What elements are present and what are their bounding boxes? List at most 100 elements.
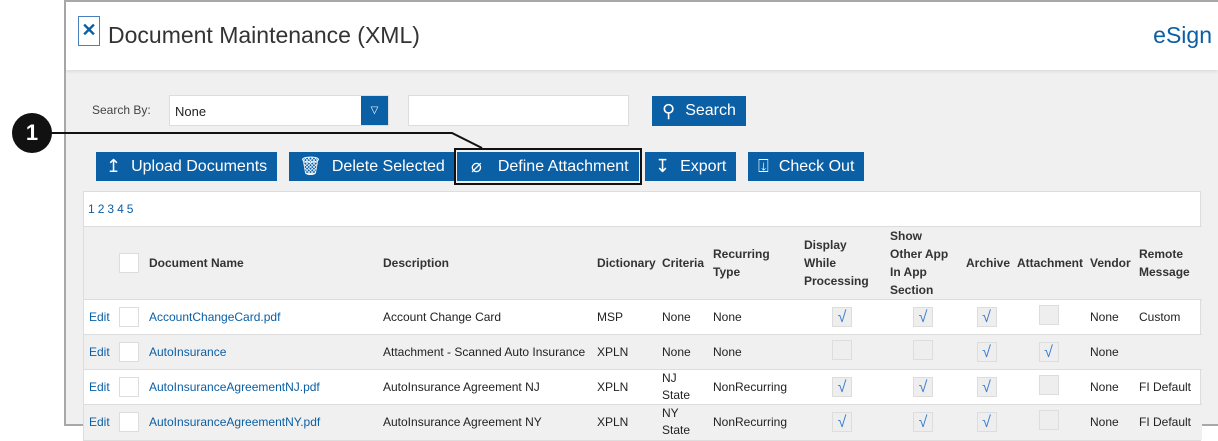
search-button[interactable]: ⚲ Search (652, 96, 746, 126)
recurring-type: NonRecurring (708, 369, 799, 405)
attach-checkbox (1038, 304, 1059, 325)
recurring-type: None (708, 334, 799, 370)
edit-link[interactable]: Edit (89, 379, 110, 394)
column-header: Vendor (1085, 226, 1134, 300)
show-checkbox: √ (913, 412, 933, 433)
vendor: None (1085, 299, 1134, 335)
column-header: Archive (961, 226, 1012, 300)
document-name-link[interactable]: AutoInsuranceAgreementNJ.pdf (149, 379, 320, 394)
criteria: NJ State (657, 369, 708, 405)
dictionary: MSP (592, 299, 657, 335)
row-select-checkbox[interactable] (119, 307, 139, 327)
search-by-label: Search By: (92, 103, 151, 117)
display-checkbox: √ (832, 412, 852, 433)
search-input[interactable] (408, 95, 629, 126)
page-link[interactable]: 1 (88, 202, 95, 216)
recurring-type: NonRecurring (708, 404, 799, 440)
define-label: Define Attachment (497, 157, 629, 175)
column-header: Dictionary (592, 226, 657, 300)
upload-documents-button[interactable]: ↥ Upload Documents (96, 152, 278, 181)
chevron-down-icon[interactable]: ▽ (361, 96, 388, 125)
attach-checkbox: √ (1038, 342, 1059, 362)
dictionary: XPLN (592, 369, 657, 405)
edit-link[interactable]: Edit (89, 309, 110, 324)
delete-selected-button[interactable]: 🗑 Delete Selected (289, 152, 455, 181)
display-checkbox: √ (832, 307, 852, 327)
display-checkbox (832, 339, 852, 360)
page-link[interactable]: 4 (117, 202, 124, 216)
column-header: Attachment (1012, 226, 1085, 300)
header: ✕ Document Maintenance (XML) eSign (66, 2, 1218, 70)
download-icon: ↧ (655, 156, 671, 176)
remote-message (1134, 334, 1202, 370)
document-name-link[interactable]: AccountChangeCard.pdf (149, 309, 281, 324)
criteria: NY State (657, 404, 708, 440)
vendor: None (1085, 369, 1134, 405)
criteria: None (657, 299, 708, 335)
search-by-select[interactable]: None ▽ (169, 95, 389, 126)
remote-message: FI Default (1134, 404, 1202, 440)
row-select-checkbox[interactable] (119, 412, 139, 433)
trash-icon: 🗑 (299, 156, 322, 176)
vendor: None (1085, 404, 1134, 440)
vendor: None (1085, 334, 1134, 370)
define-attachment-button[interactable]: ⌀ Define Attachment (457, 152, 639, 181)
row-select-checkbox[interactable] (119, 342, 139, 362)
remote-message: FI Default (1134, 369, 1202, 405)
show-checkbox: √ (913, 377, 933, 397)
column-header: Description (378, 226, 592, 300)
callout-line (40, 132, 483, 149)
document-name-link[interactable]: AutoInsuranceAgreementNY.pdf (149, 414, 321, 429)
column-header: Recurring Type (708, 226, 799, 300)
header-edit (84, 226, 114, 300)
recurring-type: None (708, 299, 799, 335)
callout-highlight (454, 148, 642, 185)
search-button-label: Search (685, 102, 736, 119)
export-button[interactable]: ↧ Export (645, 152, 737, 181)
archive-checkbox: √ (976, 377, 997, 397)
column-header: Document Name (144, 226, 378, 300)
delete-label: Delete Selected (331, 157, 445, 175)
page-title: Document Maintenance (XML) (108, 22, 420, 48)
page-link[interactable]: 5 (126, 202, 134, 216)
attach-checkbox (1038, 374, 1059, 395)
edit-link[interactable]: Edit (89, 344, 110, 359)
archive-checkbox: √ (976, 342, 997, 362)
upload-icon: ↥ (106, 156, 122, 176)
select-all-checkbox[interactable] (119, 253, 139, 273)
row-select-checkbox[interactable] (119, 377, 139, 397)
archive-checkbox: √ (976, 412, 997, 433)
paperclip-icon: ⌀ (471, 156, 482, 176)
column-header: Remote Message (1134, 226, 1202, 300)
attach-checkbox (1038, 409, 1059, 430)
search-icon: ⚲ (662, 100, 676, 121)
dictionary: XPLN (592, 334, 657, 370)
export-label: Export (680, 157, 727, 175)
description: AutoInsurance Agreement NJ (378, 369, 592, 405)
archive-checkbox: √ (976, 307, 997, 327)
column-header: Criteria (657, 226, 708, 300)
dictionary: XPLN (592, 404, 657, 440)
document-tools-icon: ✕ (78, 16, 100, 46)
document-name-link[interactable]: AutoInsurance (149, 344, 227, 359)
brand-link[interactable]: eSign (1153, 22, 1212, 48)
table-row: Edit AutoInsurance Attachment - Scanned … (84, 334, 1202, 370)
check-out-button[interactable]: ⍗ Check Out (748, 152, 865, 181)
table-row: Edit AutoInsuranceAgreementNJ.pdf AutoIn… (84, 369, 1202, 405)
description: Attachment - Scanned Auto Insurance (378, 334, 592, 370)
selected-value: None (175, 104, 207, 119)
checkout-label: Check Out (778, 157, 855, 175)
page-link[interactable]: 3 (107, 202, 115, 216)
checkout-icon: ⍗ (758, 156, 769, 176)
description: Account Change Card (378, 299, 592, 335)
callout-number: 1 (12, 113, 52, 153)
criteria: None (657, 334, 708, 370)
edit-link[interactable]: Edit (89, 414, 110, 429)
column-header: Show Other App In App Section (885, 226, 961, 300)
page-link[interactable]: 2 (97, 202, 105, 216)
remote-message: Custom (1134, 299, 1202, 335)
upload-label: Upload Documents (131, 157, 268, 175)
column-header: Display While Processing (799, 226, 885, 300)
